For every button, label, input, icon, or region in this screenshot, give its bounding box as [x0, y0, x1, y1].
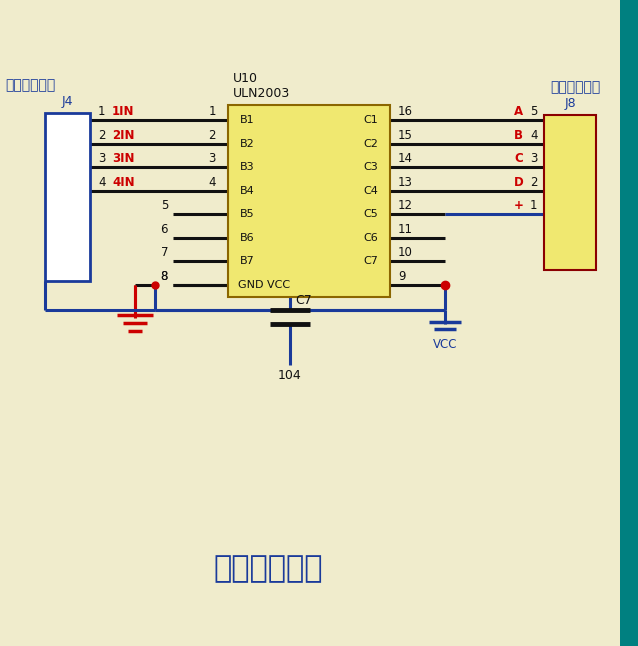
- Text: 5: 5: [530, 105, 537, 118]
- Text: +: +: [514, 199, 524, 212]
- Text: 控制信号接口: 控制信号接口: [5, 78, 56, 92]
- Text: 1IN: 1IN: [112, 105, 135, 118]
- Text: 9: 9: [398, 269, 406, 282]
- Bar: [45, 113, 90, 281]
- Bar: [544, 115, 596, 270]
- Text: J8: J8: [564, 96, 576, 110]
- Text: 16: 16: [398, 105, 413, 118]
- Text: B4: B4: [240, 185, 255, 196]
- Text: 1: 1: [530, 199, 537, 212]
- Text: 3IN: 3IN: [112, 152, 135, 165]
- Bar: [620, 0, 638, 646]
- Text: 2: 2: [98, 129, 105, 141]
- Text: B2: B2: [240, 138, 255, 149]
- Text: C5: C5: [363, 209, 378, 219]
- Text: C3: C3: [363, 162, 378, 172]
- Text: 3: 3: [530, 152, 537, 165]
- Text: C4: C4: [363, 185, 378, 196]
- Text: 驱动输出接口: 驱动输出接口: [551, 80, 601, 94]
- Text: ULN2003: ULN2003: [233, 87, 290, 99]
- Text: 3: 3: [98, 152, 105, 165]
- Text: 8: 8: [161, 269, 168, 282]
- Text: 6: 6: [161, 222, 168, 236]
- Text: 2: 2: [530, 176, 537, 189]
- Text: A: A: [514, 105, 523, 118]
- Text: D: D: [514, 176, 524, 189]
- Text: 12: 12: [398, 199, 413, 212]
- Text: C7: C7: [363, 256, 378, 266]
- Text: 4: 4: [209, 176, 216, 189]
- Text: 104: 104: [278, 368, 302, 382]
- Text: B3: B3: [240, 162, 255, 172]
- Text: 3: 3: [209, 152, 216, 165]
- Text: C1: C1: [363, 115, 378, 125]
- Text: 4: 4: [98, 176, 105, 189]
- Bar: [228, 105, 390, 297]
- Text: 13: 13: [398, 176, 413, 189]
- Text: 1: 1: [209, 105, 216, 118]
- Text: C2: C2: [363, 138, 378, 149]
- Text: 2IN: 2IN: [112, 129, 135, 141]
- Text: 4IN: 4IN: [112, 176, 135, 189]
- Text: B: B: [514, 129, 523, 141]
- Text: 2: 2: [209, 129, 216, 141]
- Text: B1: B1: [240, 115, 255, 125]
- Text: C6: C6: [363, 233, 378, 242]
- Text: 电机驱动模块: 电机驱动模块: [213, 554, 323, 583]
- Text: 7: 7: [161, 246, 168, 259]
- Text: 10: 10: [398, 246, 413, 259]
- Text: GND VCC: GND VCC: [238, 280, 290, 289]
- Text: 1: 1: [98, 105, 105, 118]
- Text: C: C: [514, 152, 523, 165]
- Text: B5: B5: [240, 209, 255, 219]
- Text: C7: C7: [295, 293, 312, 306]
- Text: U10: U10: [233, 72, 258, 85]
- Text: J4: J4: [62, 94, 73, 107]
- Text: 11: 11: [398, 222, 413, 236]
- Text: 5: 5: [161, 199, 168, 212]
- Text: 4: 4: [530, 129, 537, 141]
- Text: 14: 14: [398, 152, 413, 165]
- Text: B7: B7: [240, 256, 255, 266]
- Text: VCC: VCC: [433, 338, 457, 351]
- Text: B6: B6: [240, 233, 255, 242]
- Text: 8: 8: [161, 269, 168, 282]
- Text: 15: 15: [398, 129, 413, 141]
